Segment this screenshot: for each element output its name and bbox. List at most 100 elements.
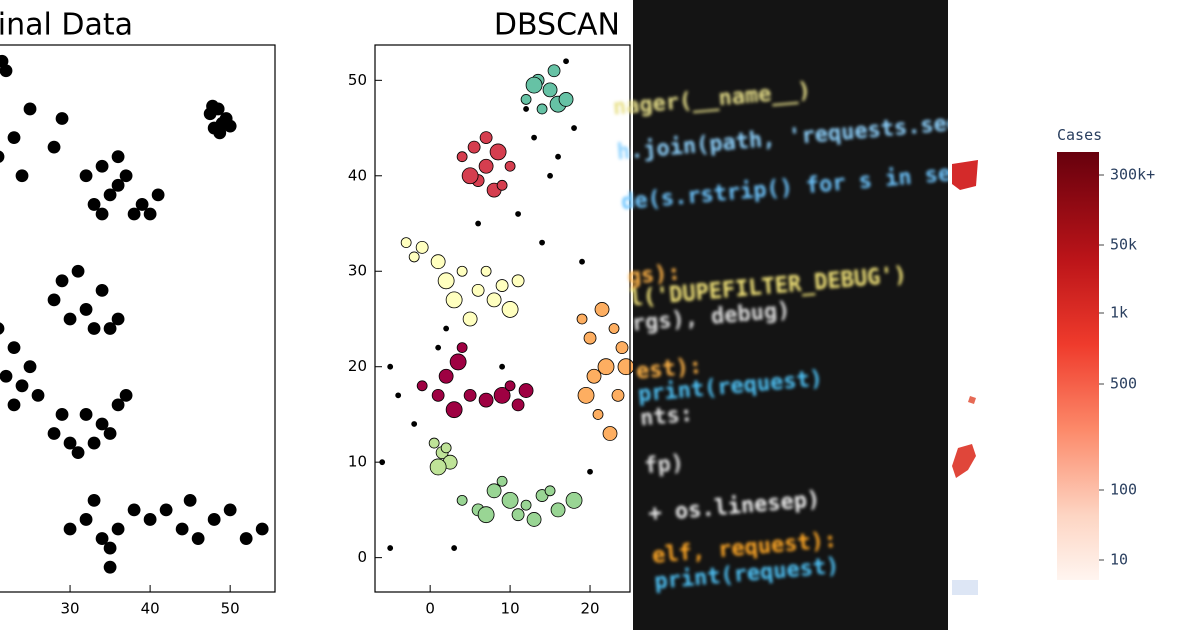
point <box>429 458 447 476</box>
map-panel: Cases 300k+ 50k 1k 500 100 10 <box>948 0 1200 630</box>
point <box>511 398 525 412</box>
point <box>594 302 610 317</box>
point <box>579 258 585 265</box>
point <box>602 426 618 441</box>
point <box>55 274 69 288</box>
colorbar-tick-label: 500 <box>1110 375 1137 393</box>
point <box>63 436 77 450</box>
y-tick-label: 50 <box>348 71 367 89</box>
point <box>456 342 468 354</box>
point <box>592 409 604 420</box>
point <box>71 446 85 460</box>
point <box>207 513 221 526</box>
point <box>103 560 117 574</box>
point <box>504 160 516 172</box>
point <box>79 303 93 316</box>
point <box>511 274 525 288</box>
point <box>87 493 101 507</box>
y-tick-label: 10 <box>348 453 367 471</box>
point <box>525 76 543 94</box>
point <box>47 427 61 440</box>
point <box>445 401 463 419</box>
y-tick-label: 40 <box>348 166 367 184</box>
point <box>536 103 548 115</box>
point <box>435 344 442 351</box>
colorbar-ticks: 300k+ 50k 1k 500 100 10 <box>1099 166 1155 569</box>
colorbar <box>1057 152 1099 580</box>
point <box>475 220 482 227</box>
point <box>7 398 21 412</box>
point <box>408 251 420 263</box>
point <box>127 207 141 221</box>
point <box>151 188 165 202</box>
map-region <box>952 160 978 190</box>
point <box>558 92 574 107</box>
point <box>15 169 29 183</box>
point <box>571 125 577 131</box>
point <box>159 503 173 517</box>
code-line: nts: <box>639 402 694 432</box>
point <box>443 325 450 332</box>
point <box>495 279 509 292</box>
point <box>175 522 189 536</box>
x-tick-label: 0 <box>425 600 435 618</box>
point <box>438 368 454 384</box>
point <box>493 386 511 404</box>
point <box>608 323 620 334</box>
point <box>428 437 440 449</box>
point <box>430 254 446 270</box>
point <box>95 207 109 221</box>
point <box>463 388 477 402</box>
y-tick-label: 0 <box>357 548 367 566</box>
point <box>477 506 495 524</box>
point <box>223 119 237 133</box>
point <box>15 379 29 393</box>
plot-frame <box>0 44 276 593</box>
point <box>511 508 525 522</box>
point <box>456 265 468 277</box>
chart: DBSCAN 0 10 20 0 10 20 30 40 50 <box>348 8 635 618</box>
point <box>456 151 468 163</box>
chart-title: DBSCAN <box>494 8 620 43</box>
point <box>95 283 109 297</box>
point <box>143 513 157 526</box>
point <box>547 172 553 179</box>
point <box>486 483 502 499</box>
point <box>531 134 537 141</box>
code-line: est): <box>635 354 703 385</box>
colorbar-title: Cases <box>1057 126 1102 144</box>
point <box>87 198 101 211</box>
point <box>480 265 492 277</box>
point <box>31 388 45 402</box>
point <box>518 383 534 398</box>
point <box>0 150 5 163</box>
point <box>7 131 21 144</box>
point <box>565 491 583 509</box>
point <box>555 153 561 160</box>
point <box>504 380 516 392</box>
point <box>63 522 77 536</box>
point <box>135 198 149 211</box>
point <box>55 408 69 421</box>
colorbar-tick-label: 1k <box>1110 304 1128 322</box>
colorbar-tick-label: 100 <box>1110 481 1137 499</box>
point <box>547 64 561 78</box>
code-background <box>633 0 948 630</box>
point <box>103 322 117 335</box>
point <box>597 358 615 376</box>
point <box>520 94 532 105</box>
y-tick-label: 30 <box>348 262 367 280</box>
point <box>255 522 269 536</box>
point <box>63 312 77 326</box>
point <box>387 363 394 370</box>
x-tick-label: 30 <box>61 600 80 618</box>
point <box>489 143 507 161</box>
point <box>0 322 5 335</box>
point <box>103 541 117 555</box>
point <box>520 499 532 511</box>
point <box>501 491 519 509</box>
point <box>95 159 109 173</box>
point <box>456 494 468 506</box>
